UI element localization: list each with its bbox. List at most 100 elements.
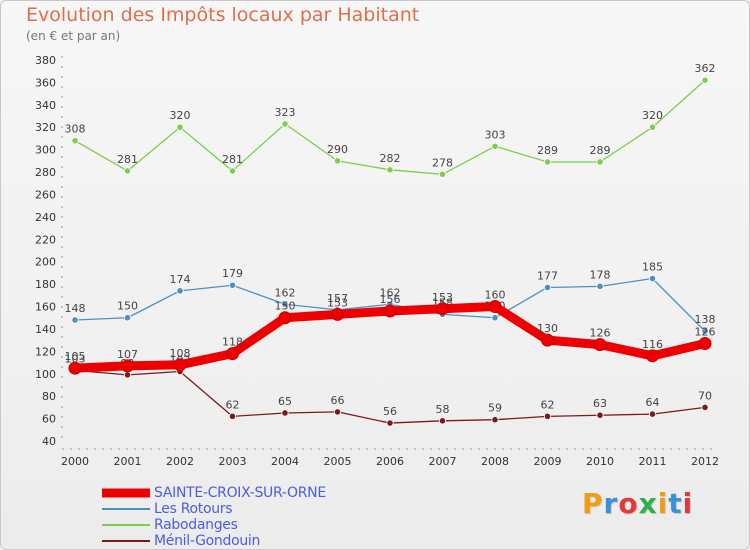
data-label: 290 bbox=[327, 143, 348, 156]
x-tick-label: 2009 bbox=[534, 455, 562, 468]
data-label: 66 bbox=[331, 394, 345, 407]
data-point bbox=[278, 311, 292, 325]
data-label: 126 bbox=[590, 327, 611, 340]
data-point bbox=[383, 304, 397, 318]
data-point bbox=[123, 167, 132, 175]
data-point bbox=[701, 403, 709, 411]
data-label: 126 bbox=[695, 326, 716, 339]
y-tick-label: 280 bbox=[35, 166, 56, 179]
x-tick-label: 2007 bbox=[429, 455, 457, 468]
data-point bbox=[228, 167, 237, 175]
data-label: 63 bbox=[593, 397, 607, 410]
data-point bbox=[701, 76, 709, 84]
legend-label: Ménil-Gondouin bbox=[154, 533, 261, 549]
data-point bbox=[386, 166, 394, 174]
data-label: 179 bbox=[222, 267, 243, 280]
data-label: 62 bbox=[541, 398, 555, 411]
data-point bbox=[436, 302, 449, 316]
y-tick-label: 140 bbox=[35, 323, 56, 336]
legend-swatch bbox=[102, 524, 150, 526]
data-label: 56 bbox=[383, 405, 397, 418]
data-label: 62 bbox=[226, 398, 240, 411]
y-tick-label: 160 bbox=[35, 301, 56, 314]
data-point bbox=[438, 417, 447, 425]
data-point bbox=[71, 137, 79, 145]
data-point bbox=[543, 158, 552, 166]
logo-letter: i bbox=[657, 487, 669, 520]
data-point bbox=[541, 333, 554, 347]
y-tick-label: 120 bbox=[35, 345, 56, 358]
chart-title: Evolution des Impôts locaux par Habitant bbox=[26, 4, 420, 26]
data-point bbox=[698, 337, 712, 351]
logo-letter: x bbox=[638, 487, 658, 520]
data-point bbox=[176, 287, 184, 295]
data-point bbox=[228, 281, 237, 289]
legend-label: Rabodanges bbox=[154, 517, 238, 533]
data-label: 303 bbox=[485, 128, 506, 141]
data-point bbox=[333, 408, 342, 416]
data-label: 130 bbox=[537, 322, 558, 335]
x-tick-label: 2010 bbox=[586, 455, 614, 468]
y-tick-label: 180 bbox=[35, 278, 56, 291]
x-tick-label: 2012 bbox=[691, 455, 719, 468]
data-label: 282 bbox=[380, 152, 401, 165]
data-point bbox=[123, 314, 132, 322]
logo-letter: P bbox=[582, 487, 604, 520]
data-point bbox=[488, 300, 502, 314]
x-tick-label: 2000 bbox=[61, 455, 89, 468]
data-label: 323 bbox=[275, 106, 296, 119]
data-point bbox=[596, 411, 604, 419]
x-tick-label: 2011 bbox=[639, 455, 667, 468]
data-label: 70 bbox=[698, 389, 712, 402]
x-tick-label: 2004 bbox=[271, 455, 299, 468]
data-point bbox=[491, 142, 499, 150]
y-tick-label: 380 bbox=[35, 54, 56, 67]
chart-subtitle: (en € et par an) bbox=[26, 29, 121, 43]
data-label: 177 bbox=[537, 269, 558, 282]
data-label: 108 bbox=[170, 347, 191, 360]
x-tick-label: 2002 bbox=[166, 455, 194, 468]
logo-letter: i bbox=[682, 487, 694, 520]
line-chart: 40 60 80 100 120 140 160 180 200 220 240 260 280 300 3… bbox=[35, 54, 719, 468]
data-point bbox=[68, 361, 82, 375]
data-label: 162 bbox=[275, 286, 296, 299]
data-label: 107 bbox=[117, 348, 138, 361]
data-point bbox=[491, 314, 499, 322]
y-tick-label: 300 bbox=[35, 144, 56, 157]
data-point bbox=[281, 120, 289, 128]
y-tick-label: 260 bbox=[35, 188, 56, 201]
data-point bbox=[646, 349, 659, 363]
data-label: 65 bbox=[278, 395, 292, 408]
legend-swatch bbox=[102, 508, 150, 510]
y-tick-label: 40 bbox=[42, 435, 56, 448]
data-label: 153 bbox=[327, 296, 348, 309]
data-label: 150 bbox=[117, 300, 138, 313]
data-point bbox=[648, 123, 657, 131]
data-label: 153 bbox=[432, 291, 453, 304]
data-label: 320 bbox=[170, 109, 191, 122]
data-point bbox=[438, 170, 447, 178]
data-label: 103 bbox=[65, 352, 86, 365]
y-tick-label: 340 bbox=[35, 99, 56, 112]
data-label: 148 bbox=[65, 302, 86, 315]
legend-label: SAINTE-CROIX-SUR-ORNE bbox=[154, 485, 326, 501]
logo-letter: t bbox=[668, 487, 683, 520]
data-label: 281 bbox=[222, 153, 243, 166]
data-point bbox=[71, 316, 79, 324]
y-tick-label: 200 bbox=[35, 256, 56, 269]
data-point bbox=[281, 409, 289, 417]
x-tick-label: 2005 bbox=[324, 455, 352, 468]
data-label: 157 bbox=[327, 292, 348, 305]
data-label: 308 bbox=[65, 123, 86, 136]
data-label: 64 bbox=[646, 396, 660, 409]
x-tick-label: 2008 bbox=[481, 455, 509, 468]
data-label: 289 bbox=[590, 144, 611, 157]
data-point bbox=[648, 410, 657, 418]
data-label: 281 bbox=[117, 153, 138, 166]
data-point bbox=[123, 371, 132, 379]
data-label: 178 bbox=[590, 268, 611, 281]
data-label: 156 bbox=[380, 293, 401, 306]
data-point bbox=[543, 283, 552, 292]
data-point bbox=[386, 419, 394, 427]
